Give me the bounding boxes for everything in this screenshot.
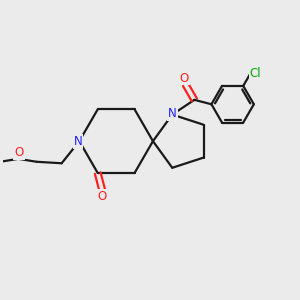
Text: Cl: Cl	[250, 67, 261, 80]
Text: O: O	[14, 146, 24, 159]
Text: O: O	[179, 72, 189, 85]
Text: O: O	[98, 190, 107, 203]
Text: N: N	[168, 106, 177, 120]
Text: N: N	[74, 135, 82, 148]
